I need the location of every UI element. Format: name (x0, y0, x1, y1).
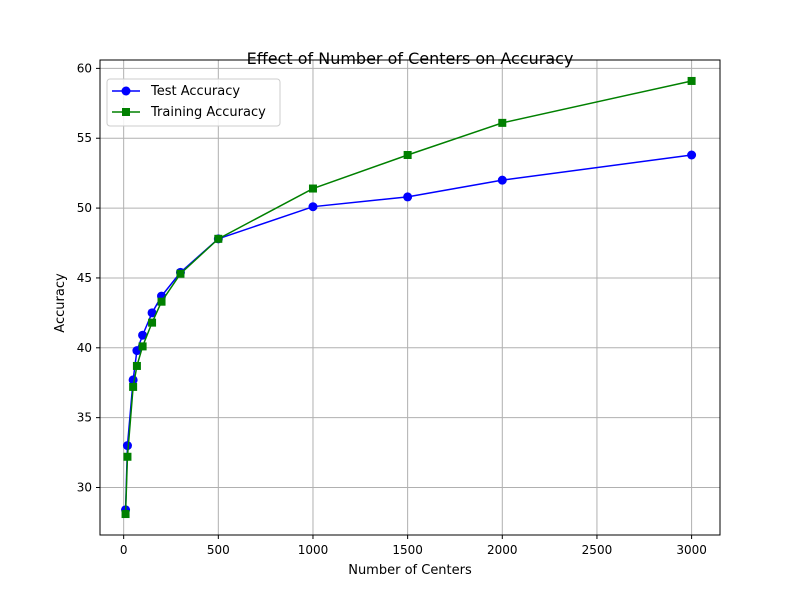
chart-title: Effect of Number of Centers on Accuracy (247, 49, 574, 68)
x-tick-label: 1000 (298, 543, 329, 557)
y-tick-label: 30 (77, 481, 92, 495)
training-accuracy-point (498, 118, 507, 127)
axis-ticks: 0 500 1000 1500 2000 2500 3000 30 35 40 45 50 55 60 (77, 61, 707, 557)
y-tick-label: 55 (77, 131, 92, 145)
x-tick-label: 500 (207, 543, 230, 557)
x-tick-label: 3000 (676, 543, 707, 557)
x-tick-label: 0 (120, 543, 128, 557)
training-accuracy-point (121, 510, 130, 519)
test-accuracy-point (308, 202, 318, 212)
x-tick-label: 1500 (392, 543, 423, 557)
training-accuracy-point (123, 452, 132, 461)
y-tick-label: 50 (77, 201, 92, 215)
legend-box (106, 78, 281, 127)
y-tick-label: 35 (77, 411, 92, 425)
training-accuracy-point (214, 234, 223, 243)
x-tick-label: 2000 (487, 543, 518, 557)
training-accuracy-point (138, 342, 147, 351)
x-axis-label: Number of Centers (348, 563, 472, 578)
training-accuracy-point (157, 297, 166, 306)
y-tick-label: 40 (77, 341, 92, 355)
training-accuracy-point (687, 76, 696, 85)
series-layer (121, 76, 697, 519)
legend-marker-test (121, 86, 131, 96)
test-accuracy-point (122, 441, 132, 451)
test-accuracy-point (497, 175, 507, 185)
grid-lines (100, 60, 720, 535)
plot-area-frame (99, 59, 721, 536)
legend: Test Accuracy Training Accuracy (106, 78, 281, 127)
legend-label-test: Test Accuracy (150, 84, 240, 99)
training-accuracy-point (148, 318, 157, 327)
training-accuracy-point (403, 151, 412, 159)
y-axis-label: Accuracy (53, 273, 68, 333)
x-tick-label: 2500 (582, 543, 613, 557)
training-accuracy-point (308, 184, 317, 193)
y-tick-label: 60 (77, 61, 92, 75)
y-tick-label: 45 (77, 271, 92, 285)
test-accuracy-point (403, 192, 413, 202)
legend-marker-training (122, 108, 130, 116)
training-accuracy-point (176, 269, 185, 278)
training-accuracy-point (132, 361, 141, 370)
test-accuracy-point (147, 308, 157, 318)
training-accuracy-point (129, 382, 138, 391)
legend-label-training: Training Accuracy (150, 105, 266, 120)
test-accuracy-point (687, 150, 697, 160)
test-accuracy-point (138, 330, 148, 340)
